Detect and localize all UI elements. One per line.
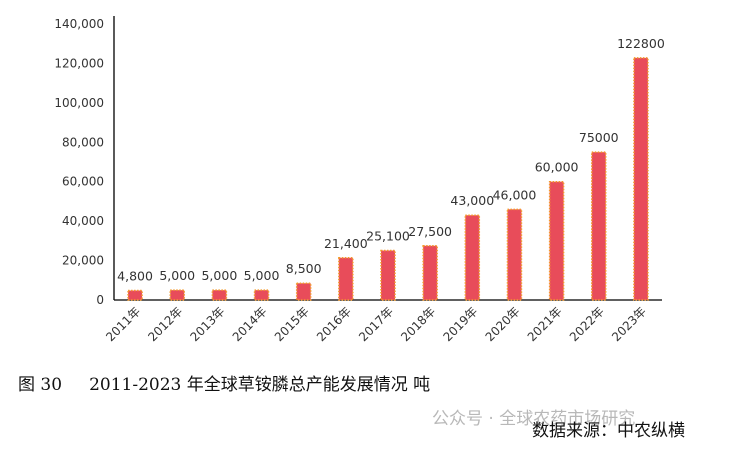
bar (295, 282, 312, 301)
y-tick-label: 80,000 (62, 135, 104, 149)
bar (127, 289, 143, 301)
x-tick-label: 2018年 (398, 304, 438, 344)
x-tick-label: 2023年 (609, 304, 649, 344)
bar (338, 257, 354, 301)
x-tick-label: 2012年 (145, 304, 185, 344)
x-tick-label: 2021年 (525, 304, 565, 344)
x-tick-label: 2011年 (103, 304, 143, 344)
data-label: 27,500 (408, 224, 452, 239)
data-label: 75000 (579, 130, 619, 145)
bar (169, 289, 185, 301)
data-label: 5,000 (244, 268, 280, 283)
y-tick-label: 100,000 (54, 96, 104, 110)
x-tick-label: 2022年 (567, 304, 607, 344)
x-tick-label: 2016年 (314, 304, 354, 344)
bar (211, 289, 228, 301)
y-tick-label: 0 (96, 293, 104, 307)
x-tick-label: 2013年 (188, 304, 228, 344)
x-tick-label: 2017年 (356, 304, 396, 344)
bar (506, 208, 523, 301)
x-tick-label: 2015年 (272, 304, 312, 344)
data-label: 5,000 (201, 268, 237, 283)
data-label: 60,000 (535, 160, 579, 175)
bar (464, 214, 481, 301)
bar-chart: 0 20,000 40,000 60,000 80,000 100,000 120,000 1… (54, 16, 665, 344)
y-tick-label: 20,000 (62, 254, 104, 268)
x-tick-label: 2019年 (440, 304, 480, 344)
bar (253, 289, 270, 301)
y-tick-label: 120,000 (54, 56, 104, 70)
bar (422, 245, 438, 301)
bar (633, 57, 649, 301)
x-tick-label: 2020年 (483, 304, 523, 344)
bar (548, 180, 565, 301)
data-label: 43,000 (450, 193, 494, 208)
figure-caption: 图 30 2011-2023 年全球草铵膦总产能发展情况 吨 (18, 375, 431, 395)
watermark: 公众号 · 全球农药市场研究 (432, 409, 636, 429)
data-label: 25,100 (366, 229, 410, 244)
data-source: 数据来源：中农纵横 (532, 421, 685, 441)
x-tick-label: 2014年 (230, 304, 270, 344)
data-label: 4,800 (117, 269, 153, 284)
y-tick-label: 60,000 (62, 175, 104, 189)
data-label: 8,500 (286, 261, 322, 276)
data-label: 122800 (617, 36, 665, 51)
bar (591, 151, 607, 301)
bar (380, 249, 396, 301)
y-tick-label: 40,000 (62, 214, 104, 228)
y-tick-label: 140,000 (54, 17, 104, 31)
data-label: 46,000 (493, 187, 537, 202)
data-label: 21,400 (324, 236, 368, 251)
data-label: 5,000 (159, 268, 195, 283)
